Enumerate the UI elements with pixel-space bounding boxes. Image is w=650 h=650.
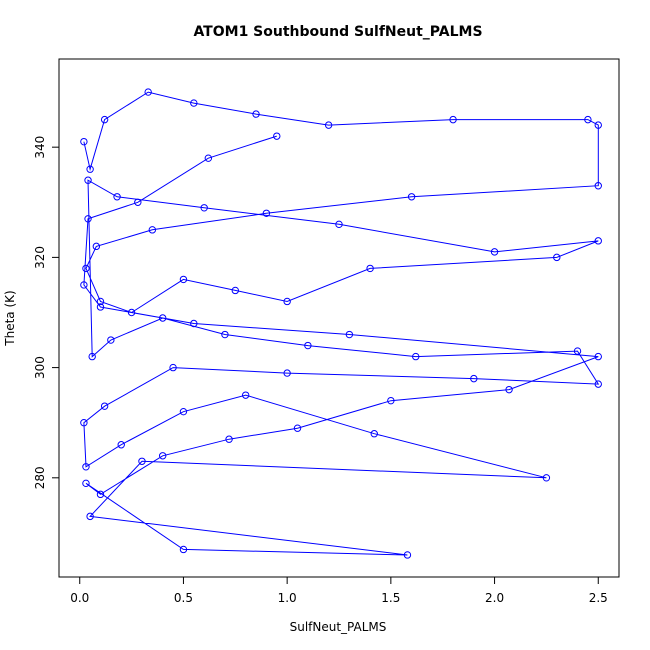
data-point [134,198,142,206]
data-point [490,248,499,256]
data-point [107,336,115,344]
data-point [345,330,354,339]
data-point [127,308,136,317]
y-tick-label: 340 [33,136,47,159]
data-point [159,452,167,460]
data-point [84,215,92,223]
data-point [96,490,105,499]
data-point [470,374,478,383]
x-axis: 0.0 0.5 1.0 1.5 2.0 2.5 [70,576,608,605]
data-point [412,352,420,361]
data-point [594,352,602,361]
data-point [407,193,416,201]
data-point [366,264,374,273]
data-point [117,441,125,449]
data-point [200,204,208,212]
y-tick-label: 300 [33,356,47,379]
x-tick-label: 2.0 [485,591,504,605]
data-point [82,264,90,273]
x-tick-label: 1.0 [278,591,297,605]
data-point [221,330,229,339]
y-axis: 280 300 320 340 [33,136,60,489]
data-point [449,115,457,124]
data-point [594,182,602,190]
data-point [387,396,395,405]
data-point [159,314,167,322]
data-point [225,435,233,443]
data-point [100,402,109,410]
series-layer [80,88,602,559]
data-point [86,165,94,173]
data-point [262,209,271,217]
data-point [96,297,105,306]
data-point [82,463,90,471]
data-point [231,286,239,295]
data-point [100,115,109,124]
data-point [84,176,92,184]
data-point [92,242,101,251]
data-point [273,132,281,140]
data-point [204,154,213,162]
data-point [80,137,88,146]
plot-frame [58,58,620,578]
data-point [293,424,302,432]
data-point [86,512,94,521]
data-point [80,419,88,427]
data-point [113,193,121,201]
data-point [88,352,96,361]
x-tick-label: 2.5 [589,591,608,605]
data-point [241,391,250,399]
data-point [304,341,312,350]
data-point [283,297,291,306]
y-tick-label: 320 [33,246,47,269]
data-point [324,121,333,129]
data-point [542,474,551,482]
data-point [169,363,177,372]
data-point [252,110,260,118]
data-point [148,226,157,234]
series-line [83,91,600,556]
x-tick-label: 0.0 [70,591,89,605]
data-point [594,380,602,388]
x-tick-label: 0.5 [174,591,193,605]
data-point [190,319,198,328]
data-point [594,121,602,129]
data-point [144,88,152,96]
data-point [505,385,513,394]
x-axis-label: SulfNeut_PALMS [290,620,387,634]
data-point [283,369,291,377]
data-point [80,281,88,289]
data-point [370,430,378,438]
y-tick-label: 280 [33,466,47,489]
data-point [190,99,198,107]
y-axis-label: Theta (K) [3,290,17,346]
data-point [96,303,105,311]
chart-title: ATOM1 Southbound SulfNeut_PALMS [193,24,482,40]
data-point [179,545,188,554]
data-point [82,479,90,488]
data-point [179,275,188,284]
data-point [594,237,602,245]
data-point [573,347,582,355]
data-point [138,457,146,465]
data-point [335,220,343,229]
data-point [403,551,412,559]
x-tick-label: 1.5 [381,591,400,605]
data-point [553,253,561,262]
data-point [179,407,188,416]
data-point [584,115,592,124]
